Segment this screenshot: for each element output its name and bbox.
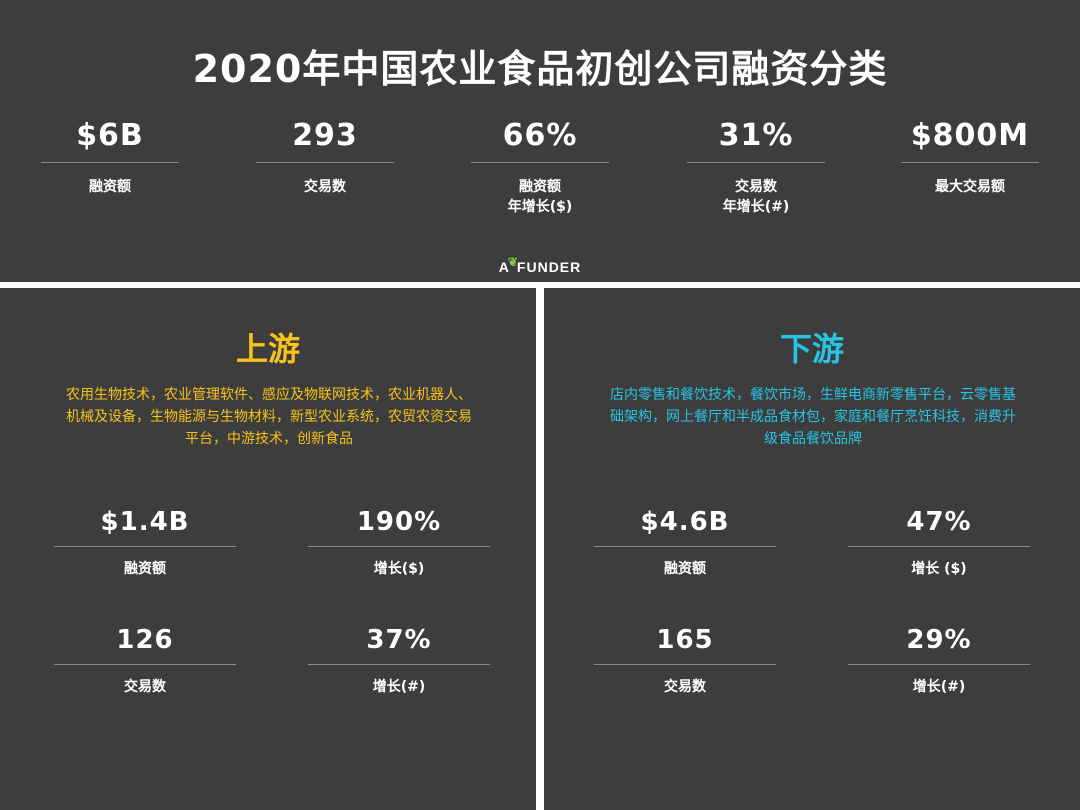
stat-total-funding: $6B 融资额 <box>40 116 180 197</box>
stat-label-line2: 年增长(#) <box>722 199 790 215</box>
stat-value: $6B <box>76 118 144 153</box>
stat-divider <box>54 546 236 547</box>
summary-panel: 2020年中国农业食品初创公司融资分类 $6B 融资额 293 交易数 66% … <box>0 0 1080 282</box>
stat-label: 交易数 <box>124 679 166 695</box>
downstream-funding-growth: 47% 增长 ($) <box>848 504 1030 579</box>
stat-divider <box>54 664 236 665</box>
downstream-title: 下游 <box>779 330 844 368</box>
downstream-description: 店内零售和餐饮技术，餐饮市场，生鲜电商新零售平台，云零售基础架构，网上餐厅和半成… <box>610 387 1016 447</box>
stat-value: 293 <box>292 118 358 153</box>
stat-label: 融资额 <box>664 561 706 577</box>
stat-value: $800M <box>910 118 1030 153</box>
logo-letter-a: A <box>498 259 510 275</box>
stat-value: 29% <box>906 625 972 655</box>
upstream-deal-count: 126 交易数 <box>54 622 236 697</box>
stat-label: 最大交易额 <box>935 179 1005 195</box>
stat-divider <box>594 664 776 665</box>
page-title: 2020年中国农业食品初创公司融资分类 <box>192 47 888 91</box>
stat-largest-deal: $800M 最大交易额 <box>900 116 1040 197</box>
stat-divider <box>901 162 1039 163</box>
stat-divider <box>848 546 1030 547</box>
stat-divider <box>594 546 776 547</box>
stat-label: 融资额 <box>519 179 561 195</box>
upstream-funding: $1.4B 融资额 <box>54 504 236 579</box>
stat-label: 增长(#) <box>912 679 966 695</box>
stat-label-line2: 年增长($) <box>507 199 573 215</box>
stat-value: 66% <box>502 118 578 153</box>
logo-wordmark: FUNDER <box>516 259 582 275</box>
stat-divider <box>41 162 179 163</box>
stat-label: 交易数 <box>304 179 346 195</box>
upstream-title: 上游 <box>235 330 300 368</box>
stat-value: 126 <box>116 625 174 655</box>
stat-divider <box>848 664 1030 665</box>
stat-label: 增长(#) <box>372 679 426 695</box>
agfunder-logo: A❦FUNDER <box>0 255 1080 275</box>
stat-label: 交易数 <box>735 179 777 195</box>
stat-funding-growth: 66% 融资额 年增长($) <box>470 116 610 217</box>
stat-divider <box>308 546 490 547</box>
stat-divider <box>256 162 394 163</box>
stat-value: $4.6B <box>640 507 730 537</box>
stat-deal-growth: 31% 交易数 年增长(#) <box>686 116 826 217</box>
stat-divider <box>687 162 825 163</box>
downstream-panel: 下游 店内零售和餐饮技术，餐饮市场，生鲜电商新零售平台，云零售基础架构，网上餐厅… <box>544 288 1080 810</box>
upstream-funding-growth: 190% 增长($) <box>308 504 490 579</box>
upstream-description: 农用生物技术，农业管理软件、感应及物联网技术，农业机器人、机械及设备，生物能源与… <box>66 387 472 447</box>
stat-label: 交易数 <box>664 679 706 695</box>
leaf-icon: ❦ <box>507 255 519 269</box>
upstream-panel: 上游 农用生物技术，农业管理软件、感应及物联网技术，农业机器人、机械及设备，生物… <box>0 288 536 810</box>
stat-label: 增长($) <box>373 561 425 577</box>
upstream-deal-growth: 37% 增长(#) <box>308 622 490 697</box>
stat-value: 37% <box>366 625 432 655</box>
stat-label: 增长 ($) <box>911 561 967 577</box>
stat-label: 融资额 <box>89 179 131 195</box>
stat-value: 47% <box>906 507 972 537</box>
stat-deal-count: 293 交易数 <box>255 116 395 197</box>
stat-value: 165 <box>656 625 714 655</box>
downstream-deal-growth: 29% 增长(#) <box>848 622 1030 697</box>
stat-value: 190% <box>356 507 442 537</box>
stat-value: 31% <box>718 118 794 153</box>
summary-stats: $6B 融资额 293 交易数 66% 融资额 年增长($) 31% 交易数 年… <box>0 116 1080 226</box>
stat-label: 融资额 <box>124 561 166 577</box>
stat-value: $1.4B <box>100 507 190 537</box>
downstream-funding: $4.6B 融资额 <box>594 504 776 579</box>
downstream-deal-count: 165 交易数 <box>594 622 776 697</box>
stat-divider <box>471 162 609 163</box>
stat-divider <box>308 664 490 665</box>
